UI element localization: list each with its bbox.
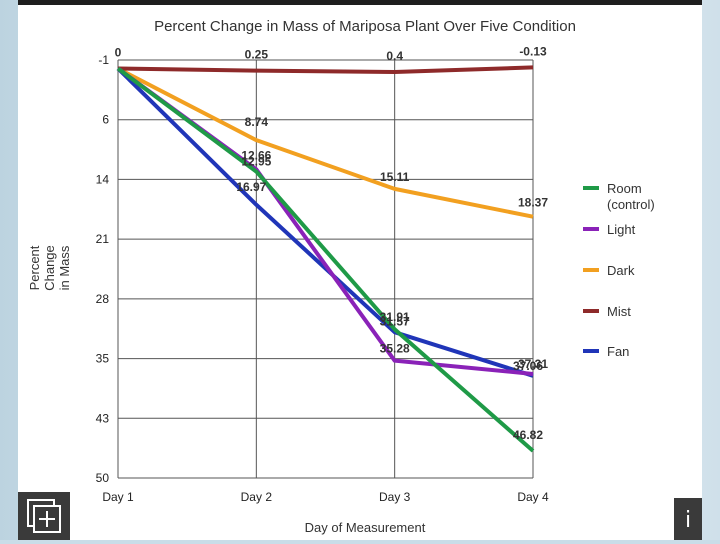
data-label: 0.25 bbox=[245, 48, 269, 62]
data-label: 37.06 bbox=[513, 359, 543, 373]
expand-button[interactable] bbox=[18, 492, 70, 540]
y-axis-ticks: -1 6 14 21 28 35 43 50 bbox=[96, 53, 110, 485]
series-line bbox=[116, 66, 535, 453]
series-lines bbox=[116, 65, 535, 453]
data-label: 15.11 bbox=[380, 170, 410, 184]
top-bar bbox=[18, 0, 702, 5]
y-axis-title-line: Change bbox=[42, 245, 57, 291]
y-tick-label: -1 bbox=[98, 53, 109, 67]
data-label: 37.31 bbox=[518, 357, 548, 371]
data-label: -0.13 bbox=[519, 44, 547, 58]
expand-icon bbox=[27, 499, 61, 533]
y-axis-title-line: in Mass bbox=[57, 245, 72, 290]
legend-label-cont: (control) bbox=[607, 197, 655, 212]
y-tick-label: 50 bbox=[96, 471, 110, 485]
grid bbox=[117, 59, 534, 479]
x-axis-title: Day of Measurement bbox=[305, 520, 426, 535]
data-label: 12.95 bbox=[241, 155, 271, 169]
legend-label: Room bbox=[607, 181, 642, 196]
data-label: 8.74 bbox=[245, 115, 269, 129]
legend-label: Light bbox=[607, 222, 636, 237]
x-tick-label: Day 3 bbox=[379, 490, 411, 504]
y-tick-label: 6 bbox=[102, 113, 109, 127]
data-label: 35.28 bbox=[380, 342, 410, 356]
x-tick-label: Day 2 bbox=[241, 490, 273, 504]
y-tick-label: 21 bbox=[96, 232, 110, 246]
x-axis-ticks: Day 1 Day 2 Day 3 Day 4 bbox=[102, 490, 549, 504]
series-line bbox=[117, 65, 534, 74]
y-tick-label: 14 bbox=[96, 172, 110, 186]
legend-label: Dark bbox=[607, 263, 635, 278]
legend-label: Fan bbox=[607, 344, 629, 359]
data-label: 0.4 bbox=[386, 49, 403, 63]
data-label: 31.57 bbox=[380, 314, 410, 328]
y-tick-label: 43 bbox=[96, 411, 110, 425]
data-label: 46.82 bbox=[513, 428, 543, 442]
y-tick-label: 35 bbox=[96, 352, 110, 366]
data-label: 18.37 bbox=[518, 196, 548, 210]
chart-title: Percent Change in Mass of Mariposa Plant… bbox=[154, 18, 576, 35]
x-tick-label: Day 1 bbox=[102, 490, 134, 504]
legend: Room(control) Light Dark Mist Fan bbox=[583, 181, 655, 359]
series-line bbox=[116, 67, 534, 378]
chart-panel bbox=[18, 5, 702, 540]
data-label: 31.91 bbox=[380, 310, 410, 324]
x-tick-label: Day 4 bbox=[517, 490, 549, 504]
data-label: 0 bbox=[115, 46, 122, 60]
data-labels: 12.95 31.57 46.82 12.66 35.28 37.06 8.74 15.11 1… bbox=[115, 44, 549, 441]
series-line bbox=[117, 66, 534, 219]
y-axis-title: Percent Change in Mass bbox=[27, 245, 72, 291]
info-button[interactable]: i bbox=[674, 498, 702, 540]
data-label: 12.66 bbox=[241, 148, 271, 162]
legend-label: Mist bbox=[607, 304, 631, 319]
data-label: 16.97 bbox=[236, 180, 266, 194]
y-axis-title-line: Percent bbox=[27, 245, 42, 290]
y-tick-label: 28 bbox=[96, 292, 110, 306]
